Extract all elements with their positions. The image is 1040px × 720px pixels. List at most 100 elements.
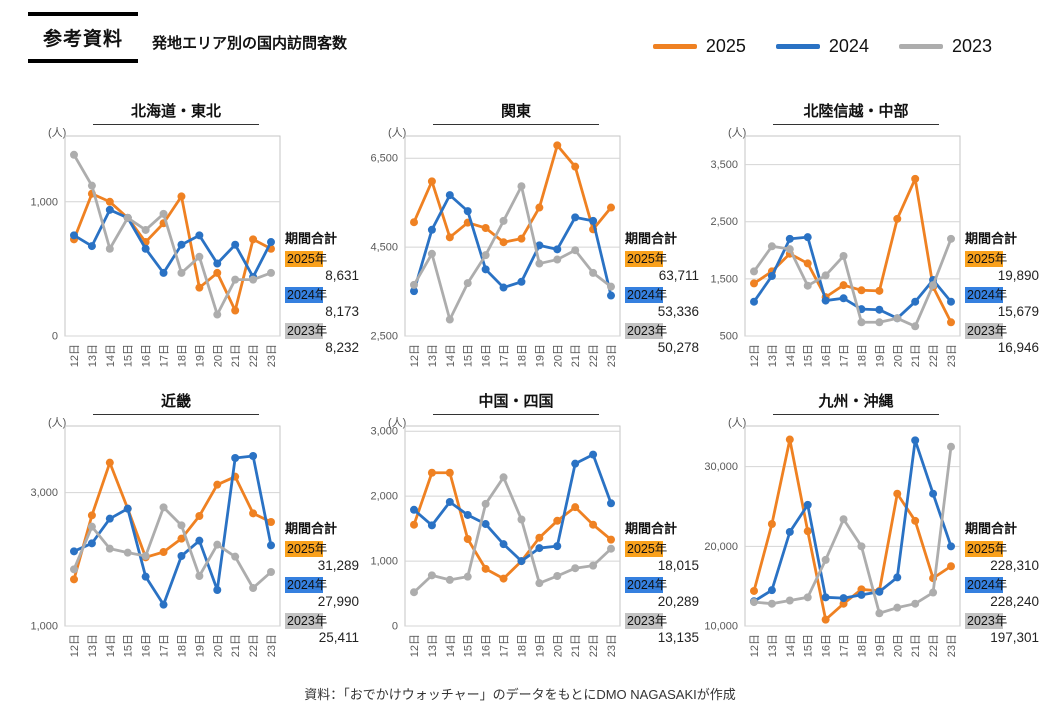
page-title: 発地エリア別の国内訪問客数 <box>152 35 348 52</box>
line-plot: 0 1,000 12日 13日 14日 15日 16日 17日 18日 19日 20日 21日 22日 2… <box>30 135 281 367</box>
unit-label: (人) <box>388 127 407 139</box>
svg-text:14日: 14日 <box>445 634 457 657</box>
totals-box: 期間合計 2025年 8,631 2024年 8,173 2023年 8,232 <box>285 228 365 358</box>
total-year-chip-2024: 2024年 <box>285 577 331 593</box>
svg-text:22日: 22日 <box>248 344 260 367</box>
total-value-2025: 31,289 <box>317 558 359 573</box>
svg-text:22日: 22日 <box>928 344 940 367</box>
svg-text:16日: 16日 <box>821 344 833 367</box>
line-plot: 1,000 3,000 12日 13日 14日 15日 16日 17日 18日 19日 20日 21日… <box>30 425 281 657</box>
svg-text:30,000: 30,000 <box>704 461 738 473</box>
total-year-chip-2025: 2025年 <box>625 541 671 557</box>
totals-box: 期間合計 2025年 31,289 2024年 27,990 2023年 25,411 <box>285 518 365 648</box>
total-year-chip-2023: 2023年 <box>625 323 671 339</box>
svg-text:21日: 21日 <box>230 344 242 367</box>
unit-label: (人) <box>728 127 747 139</box>
svg-text:18日: 18日 <box>856 634 868 657</box>
chart-title: 近畿 <box>93 390 259 415</box>
total-year-chip-2025: 2025年 <box>285 541 331 557</box>
svg-text:20日: 20日 <box>552 634 564 657</box>
svg-text:17日: 17日 <box>839 634 851 657</box>
svg-text:17日: 17日 <box>159 634 171 657</box>
unit-label: (人) <box>388 417 407 429</box>
svg-text:12日: 12日 <box>409 634 421 657</box>
svg-text:16日: 16日 <box>141 344 153 367</box>
svg-text:21日: 21日 <box>570 344 582 367</box>
svg-text:16日: 16日 <box>821 634 833 657</box>
unit-label: (人) <box>48 417 67 429</box>
chart-kyushu-okinawa: 九州・沖縄 (人) 10,000 20,000 30,000 12日 13日 14日 15日… <box>704 390 1040 678</box>
svg-text:13日: 13日 <box>427 634 439 657</box>
svg-text:16日: 16日 <box>141 634 153 657</box>
total-value-2023: 8,232 <box>325 340 359 355</box>
svg-text:21日: 21日 <box>230 634 242 657</box>
totals-box: 期間合計 2025年 63,711 2024年 53,336 2023年 50,278 <box>625 228 705 358</box>
legend-item-2023: 2023 <box>898 36 992 57</box>
totals-box: 期間合計 2025年 19,890 2024年 15,679 2023年 16,946 <box>965 228 1040 358</box>
legend-label: 2023 <box>951 36 992 56</box>
svg-text:20日: 20日 <box>212 344 224 367</box>
totals-box: 期間合計 2025年 228,310 2024年 228,240 2023年 197,30… <box>965 518 1040 648</box>
total-year-chip-2023: 2023年 <box>965 613 1011 629</box>
svg-text:18日: 18日 <box>176 344 188 367</box>
svg-text:20日: 20日 <box>212 634 224 657</box>
svg-text:16日: 16日 <box>481 344 493 367</box>
svg-text:23日: 23日 <box>946 344 958 367</box>
chart-chugoku-shikoku: 中国・四国 (人) 0 1,000 2,000 3,000 12日 13日 14日 15日 16… <box>370 390 700 678</box>
legend-label: 2025 <box>705 36 746 56</box>
svg-text:19日: 19日 <box>534 344 546 367</box>
totals-title: 期間合計 <box>965 231 1018 246</box>
svg-text:23日: 23日 <box>266 634 278 657</box>
svg-text:0: 0 <box>392 621 398 633</box>
chart-kanto: 関東 (人) 2,500 4,500 6,500 12日 13日 14日 15日 16日 17日… <box>370 100 700 388</box>
svg-text:1,000: 1,000 <box>370 556 398 568</box>
svg-text:23日: 23日 <box>266 344 278 367</box>
svg-text:19日: 19日 <box>194 344 206 367</box>
svg-text:10,000: 10,000 <box>704 621 738 633</box>
totals-title: 期間合計 <box>285 521 338 536</box>
legend-line-icon-2024 <box>775 44 820 49</box>
total-value-2024: 15,679 <box>997 304 1039 319</box>
reference-material-badge: 参考資料 <box>28 12 138 63</box>
svg-text:12日: 12日 <box>749 344 761 367</box>
svg-text:20,000: 20,000 <box>704 541 738 553</box>
svg-text:13日: 13日 <box>87 634 99 657</box>
total-value-2024: 228,240 <box>990 594 1039 609</box>
chart-title: 北陸信越・中部 <box>773 100 939 125</box>
svg-text:19日: 19日 <box>874 344 886 367</box>
total-year-chip-2025: 2025年 <box>965 251 1011 267</box>
svg-text:17日: 17日 <box>839 344 851 367</box>
svg-text:18日: 18日 <box>176 634 188 657</box>
svg-text:12日: 12日 <box>69 634 81 657</box>
svg-text:2,000: 2,000 <box>370 491 398 503</box>
svg-text:2,500: 2,500 <box>710 216 738 228</box>
legend-item-2024: 2024 <box>775 36 869 57</box>
line-plot: 2,500 4,500 6,500 12日 13日 14日 15日 16日 17日 18日 19日 2… <box>370 135 621 367</box>
total-value-2025: 8,631 <box>325 268 359 283</box>
svg-text:13日: 13日 <box>767 634 779 657</box>
chart-title: 関東 <box>433 100 599 125</box>
total-value-2023: 197,301 <box>990 630 1039 645</box>
svg-text:20日: 20日 <box>552 344 564 367</box>
svg-text:3,500: 3,500 <box>710 159 738 171</box>
chart-hokkaido-tohoku: 北海道・東北 (人) 0 1,000 12日 13日 14日 15日 16日 17日 18日 19… <box>30 100 360 388</box>
total-year-chip-2025: 2025年 <box>625 251 671 267</box>
source-note: 資料：「おでかけウォッチャー」のデータをもとにDMO NAGASAKIが作成 <box>304 687 736 702</box>
svg-text:20日: 20日 <box>892 344 904 367</box>
total-value-2023: 13,135 <box>657 630 699 645</box>
svg-text:15日: 15日 <box>123 634 135 657</box>
svg-text:15日: 15日 <box>123 344 135 367</box>
line-plot: 10,000 20,000 30,000 12日 13日 14日 15日 16日 17日 18日 1… <box>704 425 961 657</box>
total-value-2023: 16,946 <box>997 340 1039 355</box>
total-year-chip-2024: 2024年 <box>625 287 671 303</box>
svg-text:3,000: 3,000 <box>30 487 58 499</box>
svg-text:22日: 22日 <box>928 634 940 657</box>
svg-text:1,000: 1,000 <box>30 621 58 633</box>
svg-text:12日: 12日 <box>749 634 761 657</box>
line-plot: 500 1,500 2,500 3,500 12日 13日 14日 15日 16日 17日 18日 1… <box>710 135 961 367</box>
svg-text:22日: 22日 <box>588 344 600 367</box>
totals-title: 期間合計 <box>625 521 678 536</box>
svg-text:20日: 20日 <box>892 634 904 657</box>
chart-hokuriku-shinetsu-chubu: 北陸信越・中部 (人) 500 1,500 2,500 3,500 12日 13日 14日 1… <box>710 100 1040 388</box>
